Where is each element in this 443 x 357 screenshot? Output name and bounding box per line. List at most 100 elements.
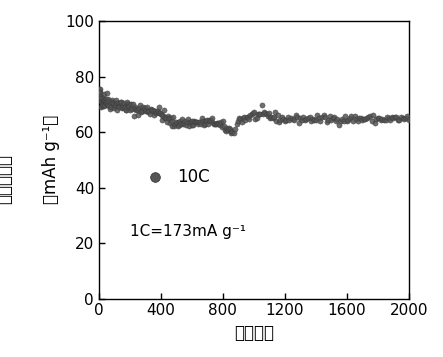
Point	[138, 109, 145, 115]
Point	[97, 93, 104, 99]
Point	[393, 115, 400, 120]
Point	[365, 115, 372, 120]
Point	[223, 125, 230, 130]
Point	[297, 116, 304, 121]
Point	[140, 104, 147, 110]
Point	[106, 99, 113, 104]
Point	[184, 116, 191, 122]
Point	[113, 100, 120, 106]
Point	[326, 114, 333, 119]
Point	[332, 118, 339, 124]
Point	[133, 106, 140, 112]
Point	[125, 101, 132, 107]
Point	[96, 92, 103, 98]
Point	[274, 112, 281, 118]
Point	[350, 119, 357, 124]
Point	[254, 111, 261, 117]
Point	[163, 119, 171, 125]
Point	[331, 114, 338, 120]
Point	[123, 101, 130, 107]
Point	[301, 117, 308, 123]
Point	[268, 115, 275, 120]
Point	[382, 117, 389, 123]
Point	[149, 107, 156, 113]
Point	[242, 117, 249, 123]
Point	[174, 123, 181, 129]
Point	[405, 117, 412, 123]
Point	[147, 107, 154, 112]
Point	[109, 97, 116, 103]
Point	[222, 128, 229, 134]
Point	[132, 107, 140, 113]
Point	[169, 118, 176, 124]
Point	[182, 118, 189, 124]
Point	[106, 106, 113, 111]
Point	[314, 112, 321, 118]
Point	[245, 116, 253, 122]
Point	[189, 122, 196, 128]
Point	[192, 119, 199, 125]
Point	[207, 118, 214, 124]
Point	[236, 115, 243, 121]
Point	[387, 117, 394, 123]
Point	[351, 114, 358, 119]
Point	[190, 122, 197, 128]
Point	[309, 116, 316, 122]
Point	[119, 104, 126, 109]
Point	[158, 117, 165, 123]
Point	[334, 116, 341, 122]
Point	[304, 115, 311, 121]
Point	[112, 103, 119, 109]
Text: 放电比容量: 放电比容量	[0, 154, 13, 203]
Point	[384, 114, 391, 120]
Point	[102, 102, 109, 108]
Point	[181, 120, 188, 126]
Point	[238, 119, 245, 125]
Point	[193, 119, 200, 125]
Point	[136, 105, 143, 111]
Point	[397, 114, 404, 120]
Point	[216, 120, 223, 126]
Point	[167, 115, 175, 120]
Point	[284, 115, 291, 120]
Point	[376, 115, 383, 121]
Point	[399, 115, 406, 120]
Point	[328, 117, 335, 123]
Point	[197, 121, 204, 127]
Point	[335, 122, 342, 128]
Point	[346, 116, 354, 121]
Point	[150, 108, 157, 114]
Point	[239, 115, 246, 121]
Point	[210, 120, 217, 126]
Point	[221, 123, 228, 129]
Point	[368, 118, 375, 124]
Point	[122, 107, 129, 113]
Point	[187, 119, 194, 125]
Point	[259, 111, 266, 117]
Point	[215, 121, 222, 126]
Point	[134, 112, 141, 117]
Point	[225, 125, 232, 131]
Point	[120, 100, 127, 105]
Point	[280, 116, 287, 121]
Point	[198, 115, 205, 121]
Point	[262, 110, 269, 116]
Point	[126, 107, 133, 113]
Point	[194, 119, 201, 124]
Point	[159, 112, 166, 118]
Point	[265, 110, 272, 116]
Point	[121, 104, 128, 110]
Point	[377, 117, 385, 123]
Point	[329, 115, 336, 121]
Point	[232, 126, 239, 132]
Point	[295, 120, 302, 126]
Point	[116, 104, 123, 110]
Point	[258, 102, 265, 107]
Point	[153, 109, 160, 115]
Point	[97, 90, 104, 96]
Point	[97, 95, 105, 101]
Point	[118, 99, 125, 105]
Point	[129, 101, 136, 107]
Point	[311, 117, 318, 122]
Point	[229, 129, 236, 135]
